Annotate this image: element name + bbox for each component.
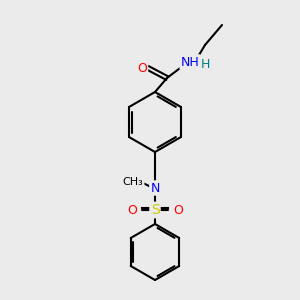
Text: H: H	[200, 58, 210, 71]
Text: S: S	[151, 203, 159, 217]
Text: O: O	[127, 203, 137, 217]
Text: NH: NH	[181, 56, 200, 68]
Text: CH₃: CH₃	[123, 177, 143, 187]
Text: N: N	[150, 182, 160, 194]
Text: O: O	[173, 203, 183, 217]
Text: O: O	[137, 61, 147, 74]
